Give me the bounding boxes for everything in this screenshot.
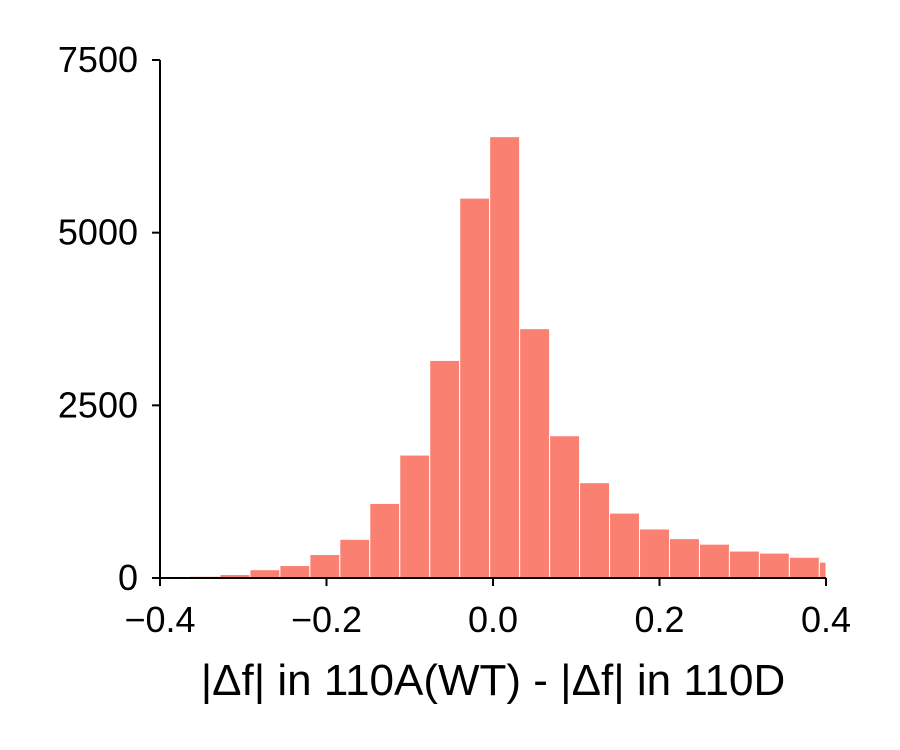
histogram-bar <box>369 502 401 579</box>
histogram-bar <box>249 569 281 579</box>
histogram-bar <box>549 435 581 579</box>
histogram-bar <box>788 556 820 579</box>
histogram-bars <box>159 136 827 579</box>
x-tick-label: −0.4 <box>124 599 195 640</box>
x-axis-ticks: −0.4 −0.2 0.0 0.2 0.4 <box>124 578 851 640</box>
histogram-bar <box>818 561 827 579</box>
y-tick-label: 7500 <box>58 39 138 80</box>
histogram-bar <box>609 512 641 579</box>
histogram-bar <box>579 482 611 579</box>
histogram-bar <box>429 359 461 579</box>
histogram-bar <box>639 528 670 579</box>
y-axis-ticks: 0 2500 5000 7500 <box>58 39 160 598</box>
histogram-bar <box>728 550 760 579</box>
histogram-bar <box>459 197 491 579</box>
histogram-bar <box>489 136 521 579</box>
histogram-bar <box>519 328 551 579</box>
x-axis-title: |Δf| in 110A(WT) - |Δf| in 110D <box>201 656 786 705</box>
x-tick-label: −0.2 <box>291 599 362 640</box>
histogram-bar <box>668 538 700 579</box>
histogram-bar <box>309 554 341 579</box>
axes: 0 2500 5000 7500 −0.4 −0.2 0.0 0.2 0.4 <box>58 39 851 640</box>
histogram-bar <box>399 454 431 579</box>
histogram-bar <box>279 565 311 579</box>
x-tick-label: 0.0 <box>468 599 518 640</box>
y-tick-label: 5000 <box>58 212 138 253</box>
x-tick-label: 0.4 <box>801 599 851 640</box>
histogram-bar <box>758 552 790 579</box>
histogram-bar <box>339 538 371 579</box>
x-tick-label: 0.2 <box>634 599 684 640</box>
y-tick-label: 0 <box>118 557 138 598</box>
histogram-bar <box>698 543 730 579</box>
y-tick-label: 2500 <box>58 384 138 425</box>
